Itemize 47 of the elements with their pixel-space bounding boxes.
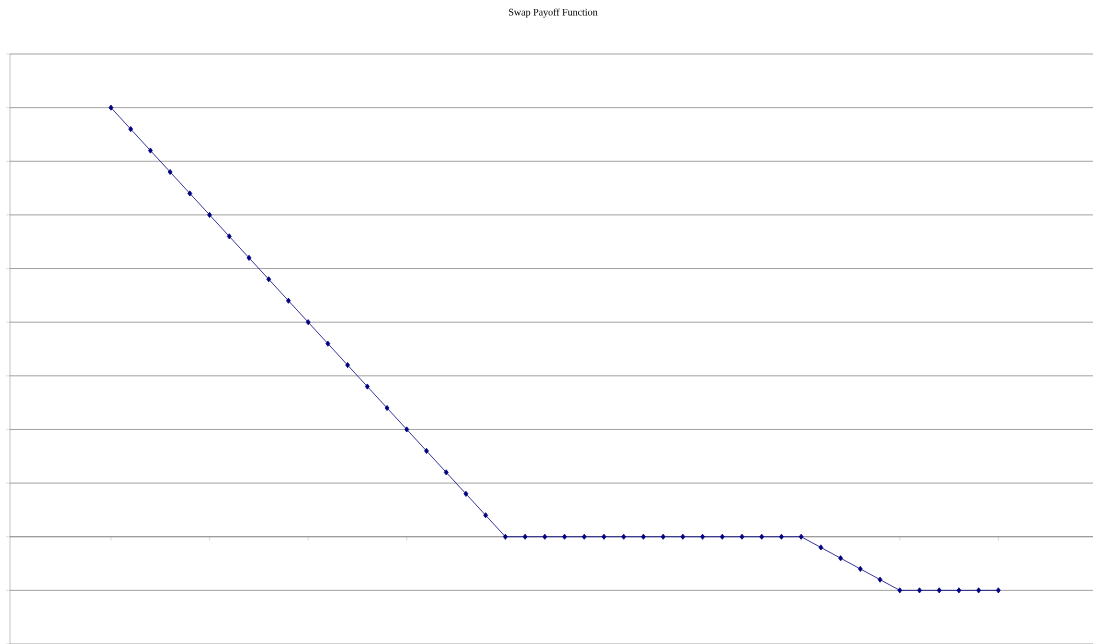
point: [384, 405, 390, 411]
point: [857, 565, 863, 572]
point: [503, 533, 508, 540]
point: [148, 147, 153, 154]
point: [325, 340, 331, 347]
point: [443, 469, 449, 476]
point: [286, 297, 291, 304]
point: [187, 190, 193, 197]
point: [364, 383, 370, 390]
point: [621, 533, 627, 540]
point: [739, 533, 745, 540]
point: [798, 533, 804, 540]
point: [936, 587, 942, 594]
point: [759, 533, 765, 540]
point: [246, 254, 252, 261]
chart-title: Swap Payoff Function: [509, 8, 598, 18]
point: [167, 168, 173, 175]
point: [719, 533, 725, 540]
point: [838, 555, 843, 562]
point: [483, 512, 488, 519]
point: [463, 490, 469, 497]
point: [424, 447, 429, 454]
point: [542, 533, 548, 540]
point: [680, 533, 686, 540]
point: [917, 587, 922, 594]
point: [305, 319, 311, 326]
point: [818, 544, 824, 551]
point: [660, 533, 666, 540]
point: [641, 533, 646, 540]
point: [108, 104, 114, 111]
point: [562, 533, 567, 540]
point: [877, 576, 883, 583]
point: [128, 126, 134, 133]
point: [996, 587, 1001, 594]
point: [207, 211, 212, 218]
point: [700, 533, 705, 540]
point: [226, 233, 232, 240]
point: [345, 362, 350, 369]
point: [956, 587, 962, 594]
point: [976, 587, 981, 594]
point: [266, 276, 272, 283]
point: [581, 533, 587, 540]
point: [404, 426, 410, 433]
point: [897, 587, 903, 594]
point: [601, 533, 607, 540]
point: [522, 533, 528, 540]
point: [779, 533, 784, 540]
